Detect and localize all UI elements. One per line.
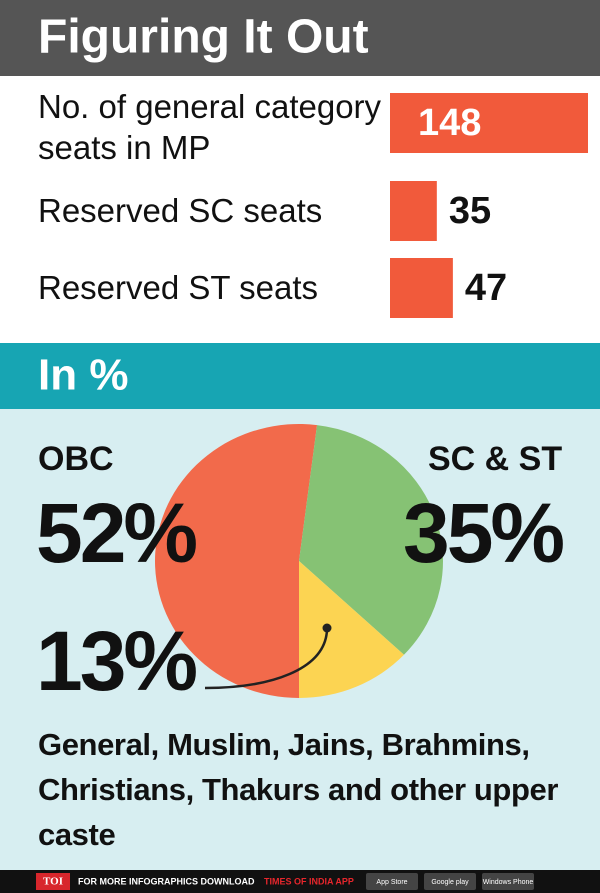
bar <box>390 181 437 241</box>
store-label: Windows Phone <box>483 879 534 886</box>
title-band <box>0 0 600 76</box>
value-label: 148 <box>418 102 481 144</box>
chart-title: Figuring It Out <box>38 11 369 64</box>
pie-slice <box>299 561 404 698</box>
section-title: In % <box>38 351 128 400</box>
store-badge <box>424 873 476 890</box>
logo: TOI <box>43 876 63 888</box>
value-label: 13% <box>36 614 196 708</box>
category-label: Reserved SC seats <box>38 192 323 229</box>
pie <box>155 424 444 698</box>
store-badge <box>366 873 418 890</box>
pie-slice <box>299 425 444 655</box>
store-badge <box>482 873 534 890</box>
value-label: 47 <box>465 267 507 309</box>
value-label: 35 <box>449 190 491 232</box>
value-label: 52% <box>36 486 196 580</box>
footer-app: TIMES OF INDIA APP <box>264 876 354 886</box>
annotation-line <box>204 629 329 690</box>
bar <box>390 258 453 318</box>
logo-box <box>36 873 70 890</box>
section-band <box>0 343 600 409</box>
store-label: Google play <box>431 879 469 886</box>
pie-slice <box>155 424 318 698</box>
category-label: Reserved ST seats <box>38 269 319 306</box>
footer-text: FOR MORE INFOGRAPHICS DOWNLOAD <box>78 876 255 886</box>
annotation-dot <box>322 623 332 633</box>
store-label: App Store <box>376 879 407 886</box>
bar <box>390 93 588 153</box>
category-label: General, Muslim, Jains, Brahmins, Christ… <box>38 727 558 852</box>
value-label: 35% <box>403 486 563 580</box>
category-label: No. of general category seats in MP <box>38 88 382 166</box>
category-label: OBC <box>38 440 114 478</box>
category-label: SC & ST <box>428 440 562 478</box>
